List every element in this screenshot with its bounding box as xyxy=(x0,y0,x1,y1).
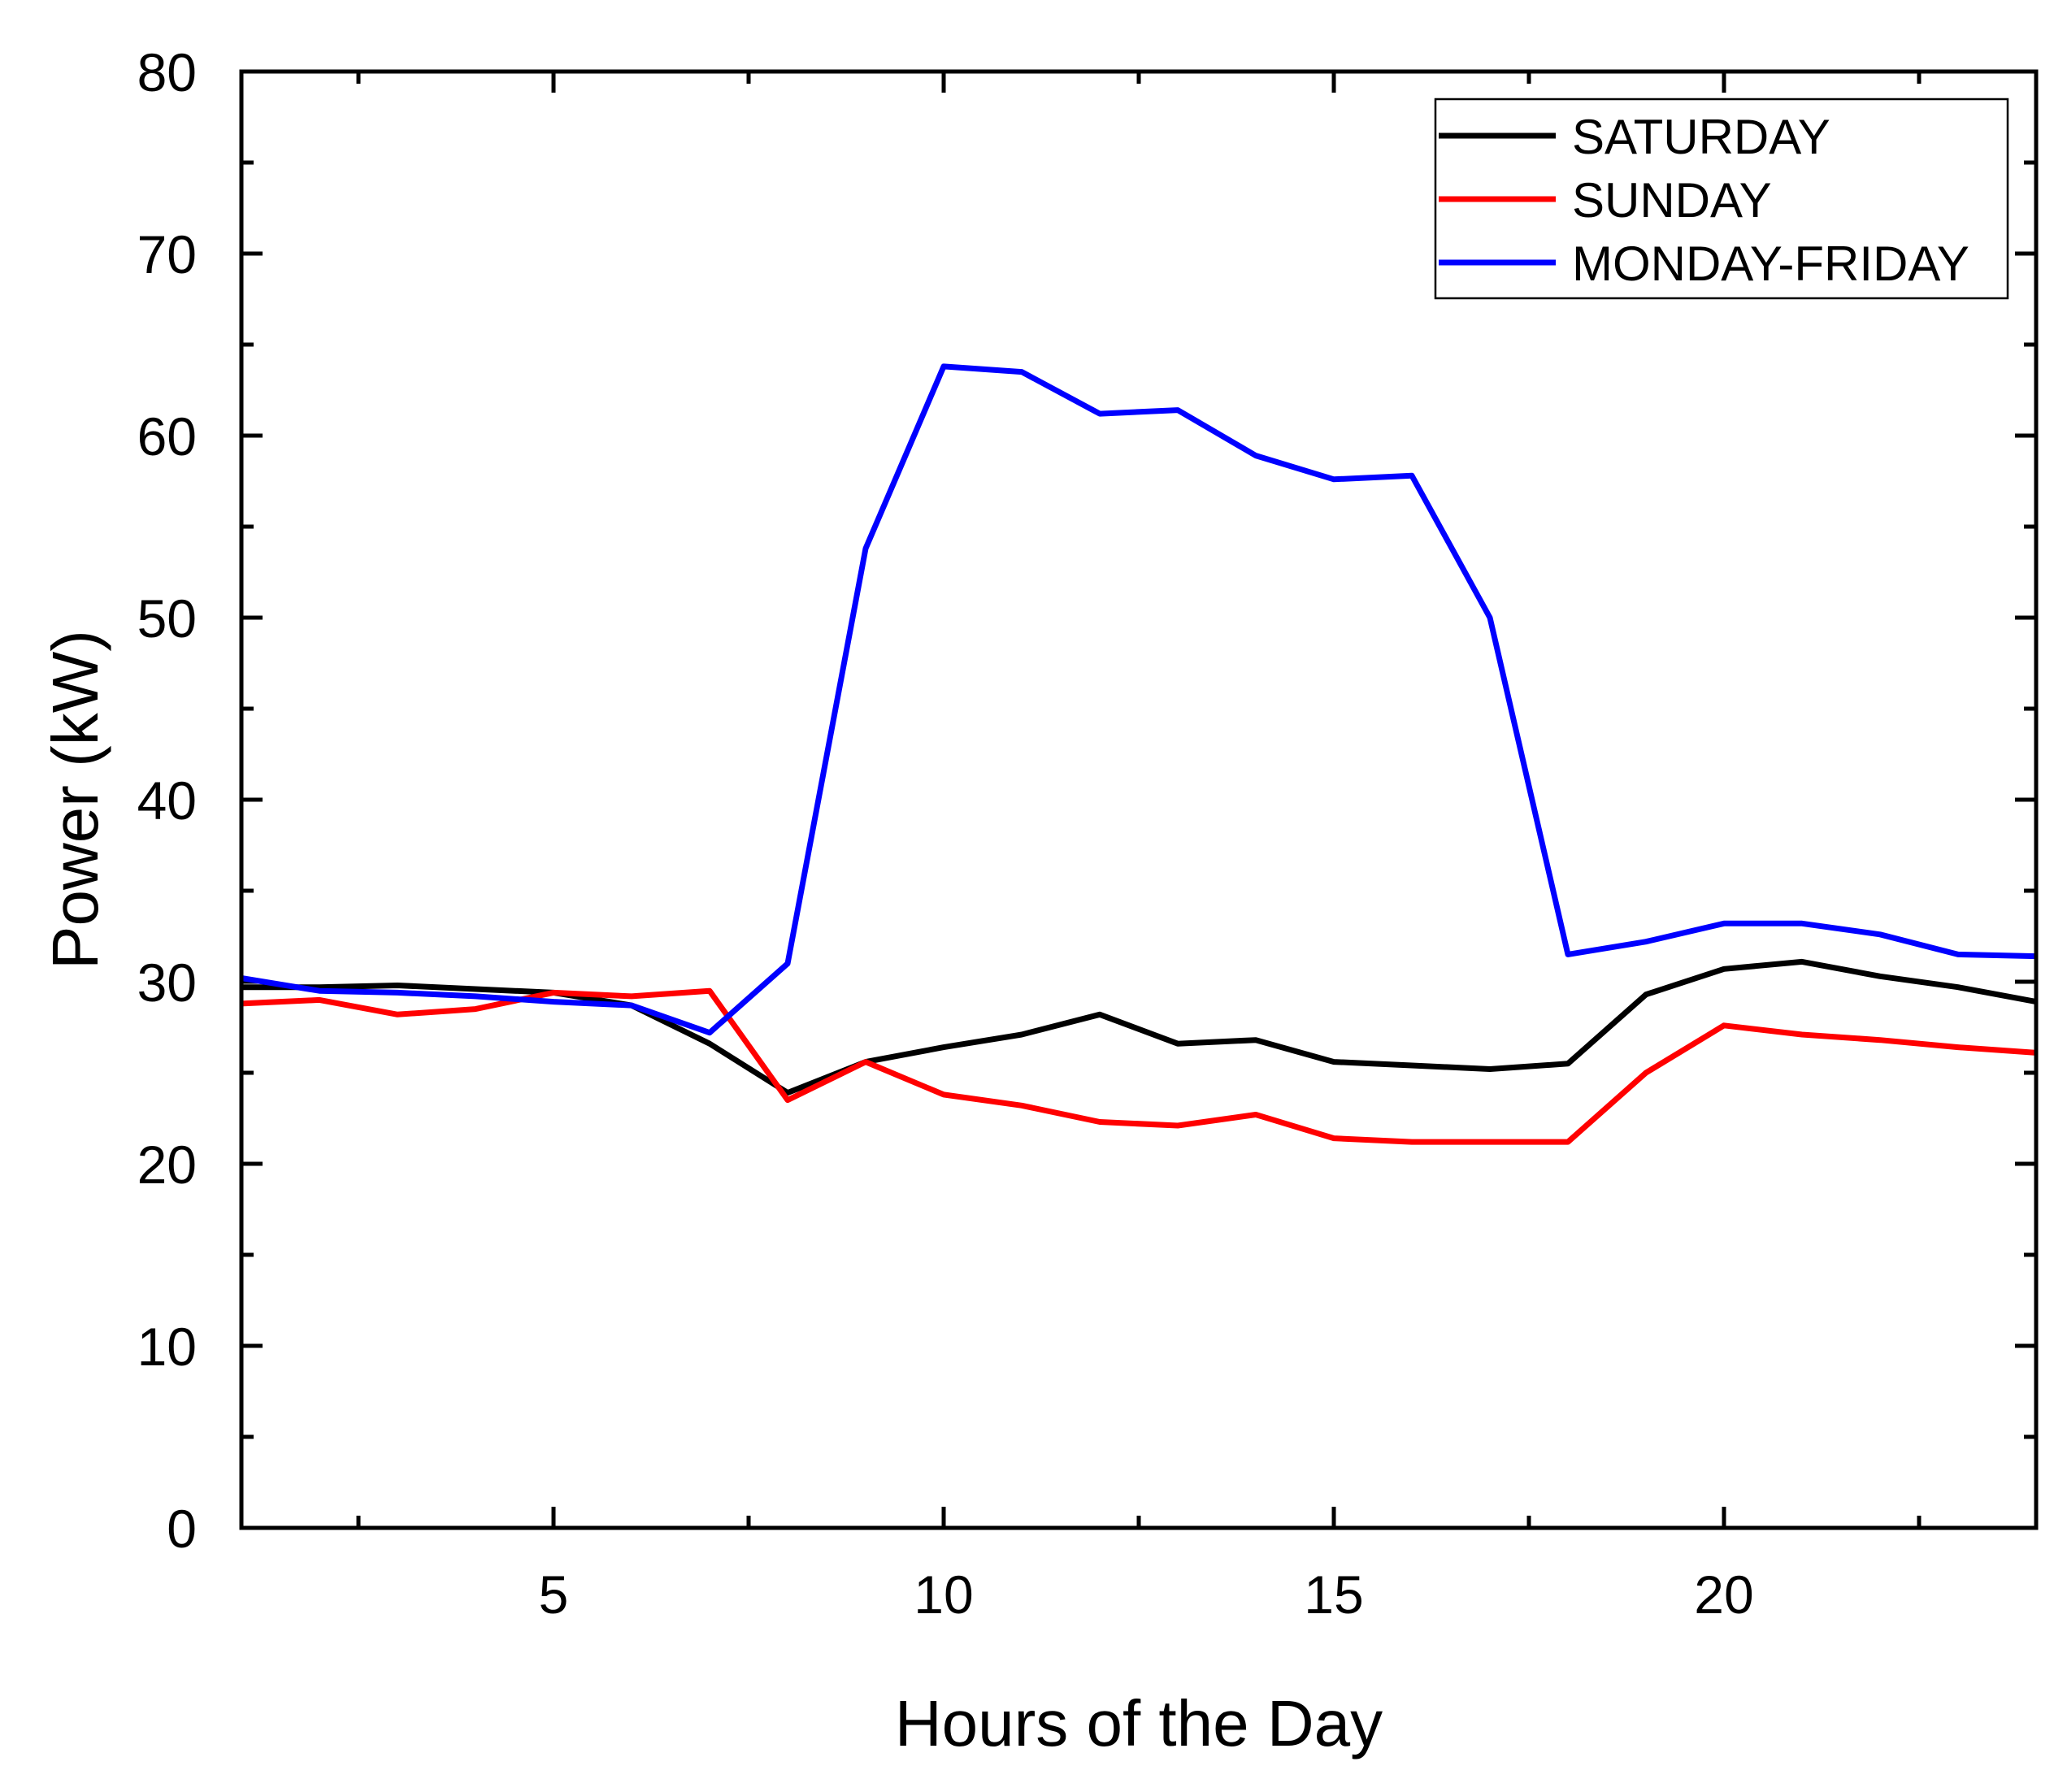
plot-area-frame xyxy=(239,69,2039,1530)
series-lines xyxy=(241,363,2037,1145)
y-tick-label: 40 xyxy=(137,770,197,831)
x-tick-label: 20 xyxy=(1694,1564,1753,1625)
x-tick-label: 15 xyxy=(1304,1564,1363,1625)
x-tick-label: 5 xyxy=(539,1564,569,1625)
y-tick-label: 20 xyxy=(137,1135,197,1195)
y-tick-label: 70 xyxy=(137,224,197,284)
y-axis-title: Power (kW) xyxy=(39,630,111,970)
series-line-sunday xyxy=(241,987,2037,1145)
axis-ticks: 5 10 15 20 0 10 20 30 40 50 60 70 80 xyxy=(137,42,2036,1625)
x-axis-title: Hours of the Day xyxy=(895,1687,1383,1759)
y-tick-label: 50 xyxy=(137,588,197,649)
y-tick-label: 10 xyxy=(137,1317,197,1377)
series-line-saturday xyxy=(241,958,2037,1096)
legend-label: MONDAY-FRIDAY xyxy=(1572,236,1969,291)
legend-label: SUNDAY xyxy=(1572,173,1772,228)
legend-label: SATURDAY xyxy=(1572,110,1830,164)
series-line-monday-friday xyxy=(241,363,2037,1036)
legend: SATURDAY SUNDAY MONDAY-FRIDAY xyxy=(1434,98,2009,300)
y-tick-label: 60 xyxy=(137,406,197,466)
x-tick-label: 10 xyxy=(914,1564,973,1625)
y-tick-label: 30 xyxy=(137,952,197,1013)
y-tick-label: 80 xyxy=(137,42,197,102)
y-tick-label: 0 xyxy=(167,1499,197,1559)
